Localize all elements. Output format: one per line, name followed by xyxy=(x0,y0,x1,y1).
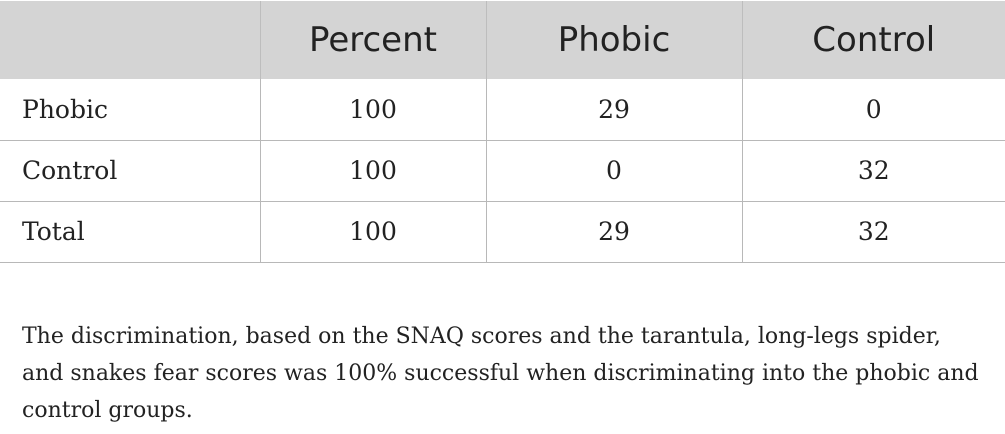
table-cell: 29 xyxy=(486,201,743,262)
header-row: Percent Phobic Control xyxy=(0,1,1005,79)
table-cell: 100 xyxy=(260,201,487,262)
table-cell: 32 xyxy=(857,217,890,246)
table-row: Total 100 29 32 xyxy=(0,201,1005,262)
row-label-cell: Total xyxy=(0,201,261,262)
table-cell: 29 xyxy=(486,79,743,140)
table-row: Control 100 0 32 xyxy=(0,140,1005,201)
table-cell: 100 xyxy=(260,79,487,140)
table-cell: 0 xyxy=(865,94,882,124)
table-header: Percent Phobic Control xyxy=(0,1,1005,79)
row-label-cell: Control xyxy=(0,140,261,201)
header-cell-control: Control xyxy=(812,20,936,60)
table-footnote: The discrimination, based on the SNAQ sc… xyxy=(22,324,979,423)
header-cell-phobic: Phobic xyxy=(486,1,743,79)
classification-table: Percent Phobic Control Phobic 100 29 0 C… xyxy=(0,1,1005,263)
table-row: Phobic 100 29 0 xyxy=(0,79,1005,140)
table-body: Phobic 100 29 0 Control 100 0 32 Total 1… xyxy=(0,79,1005,262)
header-cell-blank xyxy=(0,1,261,79)
table-cell: 32 xyxy=(857,156,890,185)
header-cell-percent: Percent xyxy=(260,1,487,79)
classification-table-container: Percent Phobic Control Phobic 100 29 0 C… xyxy=(0,1,1005,263)
table-cell: 0 xyxy=(486,140,743,201)
row-label-cell: Phobic xyxy=(0,79,261,140)
table-cell: 100 xyxy=(260,140,487,201)
